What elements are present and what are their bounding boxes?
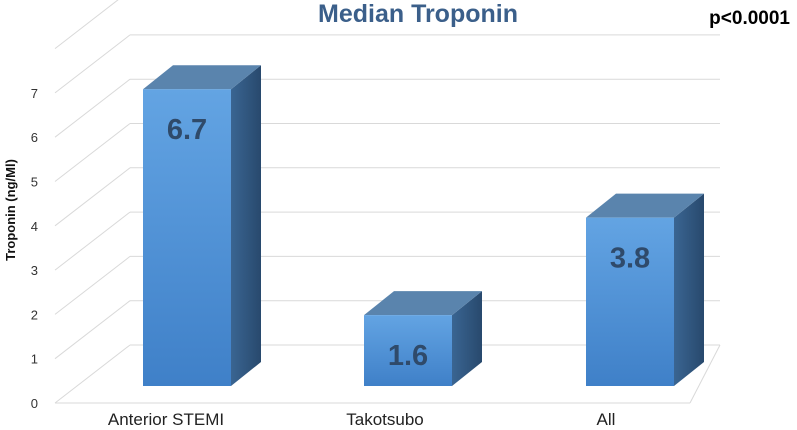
y-tick-label: 2 xyxy=(31,307,38,322)
y-tick-label: 7 xyxy=(31,86,38,101)
gridline-diagonal xyxy=(54,34,131,94)
bar-side-face xyxy=(452,291,482,386)
x-axis-ticks: Anterior STEMI Takotsubo All xyxy=(108,410,616,429)
gridline-diagonal xyxy=(54,256,131,315)
gridline-diagonal xyxy=(54,78,131,138)
data-label: 3.8 xyxy=(610,243,650,275)
gridline-diagonal xyxy=(54,167,131,227)
gridline-diagonal xyxy=(54,344,131,404)
gridline-diagonal xyxy=(54,0,119,49)
bar: 6.7 xyxy=(143,65,261,386)
data-label: 1.6 xyxy=(388,340,428,372)
chart-title: Median Troponin xyxy=(318,0,518,28)
floor-edge-diagonal xyxy=(689,344,721,404)
y-axis-label: Troponin (ng/Ml) xyxy=(3,159,18,261)
p-value-annotation: p<0.0001 xyxy=(709,8,790,29)
bar-top-face xyxy=(143,65,261,90)
bar-front-face xyxy=(364,315,452,386)
bar-side-face xyxy=(674,193,704,386)
y-tick-label: 4 xyxy=(31,219,38,234)
x-tick-label: Anterior STEMI xyxy=(108,410,224,429)
bar-side-face xyxy=(231,65,261,386)
gridline-diagonal xyxy=(54,300,131,360)
y-tick-label: 5 xyxy=(31,175,38,190)
x-tick-label: Takotsubo xyxy=(346,410,424,429)
bar-front-face xyxy=(586,217,674,386)
bar: 1.6 xyxy=(364,291,482,386)
data-label: 6.7 xyxy=(167,114,207,146)
y-tick-label: 1 xyxy=(31,352,38,367)
y-tick-label: 0 xyxy=(31,396,38,411)
y-tick-label: 6 xyxy=(31,130,38,145)
y-axis-ticks: 0 1 2 3 4 5 6 7 xyxy=(31,86,38,411)
y-tick-label: 3 xyxy=(31,263,38,278)
bar-front-face xyxy=(143,89,231,386)
bar: 3.8 xyxy=(586,193,704,386)
x-tick-label: All xyxy=(597,410,616,429)
bar-top-face xyxy=(586,193,704,218)
gridline-diagonal xyxy=(54,211,131,271)
bar-top-face xyxy=(364,291,482,316)
gridline-diagonal xyxy=(54,123,131,182)
bars: 6.7 1.6 3.8 xyxy=(143,65,704,386)
